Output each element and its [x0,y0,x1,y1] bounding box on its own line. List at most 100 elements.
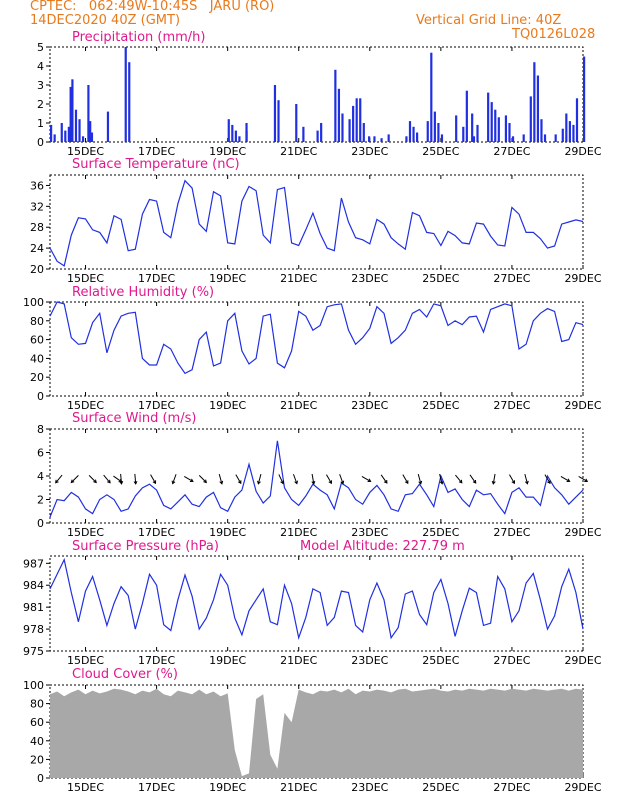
precip-xtick-label: 23DEC [351,145,388,158]
precip-bar [341,113,344,142]
wind-arrow [380,474,388,484]
precip-xtick-label: 25DEC [422,145,459,158]
wind-arrow-head [418,480,423,485]
pres-series-line [49,557,584,641]
precip-bar [494,109,497,142]
precip-bar [472,136,476,142]
rh-title: Relative Humidity (%) [72,285,214,300]
wind-arrow [455,474,463,484]
wind-arrow [293,474,298,484]
precip-bar [64,130,67,142]
precip-bar [53,134,56,142]
cloud-ytick-label: 0 [37,772,44,785]
precip-bar [522,134,525,142]
precip-bar [124,47,127,142]
precip-xtick-label: 15DEC [67,145,104,158]
rh-ytick-label: 100 [23,296,44,309]
precip-bar [405,136,408,142]
cloud-xtick-label: 19DEC [209,781,246,794]
rh-xtick-label: 25DEC [422,399,459,412]
wind-arrow-head [367,478,372,482]
precip-xtick-label: 17DEC [138,145,175,158]
pres-xtick-label: 21DEC [280,654,317,667]
wind-arrow [544,474,551,484]
precip-bar [487,92,490,142]
precip-bar [348,119,351,142]
cloud-xtick-label: 15DEC [67,781,104,794]
pres-title: Surface Pressure (hPa) [72,539,219,554]
precip-bar [273,85,277,142]
precip-bar [540,119,543,142]
wind-arrow-head [203,479,207,484]
wind-arrow [311,473,315,484]
precip-xtick-label: 29DEC [564,145,601,158]
precip-bar [334,69,337,142]
wind-arrow [560,476,570,482]
precip-bar [415,132,419,142]
cloud-ytick-label: 60 [30,716,44,729]
precip-bar [455,115,458,142]
precip-bar [302,126,305,142]
cloud-xtick-label: 29DEC [564,781,601,794]
precip-bar [508,123,511,142]
precip-bar [561,128,564,142]
cloud-ytick-label: 40 [30,735,44,748]
wind-arrow-head [404,480,409,485]
temp-xtick-label: 27DEC [493,272,530,285]
wind-arrow-head [294,480,298,485]
wind-arrow-head [472,479,477,484]
precip-bar [295,104,298,142]
wind-arrow-head [383,479,388,484]
precip-bar [504,115,508,142]
pres-xtick-label: 17DEC [138,654,175,667]
rh-xtick-label: 27DEC [493,399,530,412]
precip-bar [565,113,568,142]
wind-arrow-head [458,479,463,484]
wind-panel: Surface Wind (m/s) 0 2 4 6 8 15DEC 17DEC 19DEC 21… [37,411,602,539]
wind-arrow [134,473,137,484]
precip-xtick-label: 21DEC [280,145,317,158]
wind-xtick-label: 21DEC [280,526,317,539]
pres-ytick-label: 987 [23,557,44,570]
wind-xtick-label: 19DEC [209,526,246,539]
pres-xtick-label: 27DEC [493,654,530,667]
precip-bar [433,111,436,142]
precip-bar [437,123,440,142]
rh-xtick-label: 21DEC [280,399,317,412]
cloud-xtick-label: 23DEC [351,781,388,794]
precip-bar [572,124,575,142]
wind-arrow-head [511,480,515,485]
precip-bar [536,75,540,142]
temp-xtick-label: 29DEC [564,272,601,285]
precip-bar [231,124,234,142]
precip-bar [575,98,579,142]
wind-xtick-label: 23DEC [351,526,388,539]
wind-arrow-head [584,478,589,482]
wind-arrow-head [257,480,261,485]
wind-arrow-head [439,480,444,485]
wind-arrow-head [189,478,194,482]
wind-arrow-head [237,480,242,485]
header-station: CPTEC: 062:49W-10:45S JARU (RO) [30,0,275,14]
precip-ytick-label: 3 [37,79,44,92]
precip-bar [387,134,390,142]
precip-bar [277,100,280,142]
wind-title: Surface Wind (m/s) [72,411,196,426]
temp-panel: Surface Temperature (nC) 20 24 28 32 36 15DEC 1… [30,157,602,285]
precip-xtick-label: 27DEC [493,145,530,158]
precip-bar [408,121,412,142]
pres-panel: Surface Pressure (hPa) Model Altitude: 22… [23,539,602,667]
wind-arrow-head [280,480,284,485]
header-model-code: TQ0126L028 [512,27,596,42]
rh-ytick-label: 20 [30,371,44,384]
wind-arrow [524,473,528,484]
precip-bar [476,124,479,142]
wind-arrow [183,476,194,482]
wind-arrow [469,474,477,484]
precip-ytick-label: 0 [37,136,44,149]
pres-ytick-label: 981 [23,601,44,614]
precip-bar [128,62,131,143]
wind-arrow-head [547,480,551,485]
wind-arrow [88,475,97,483]
